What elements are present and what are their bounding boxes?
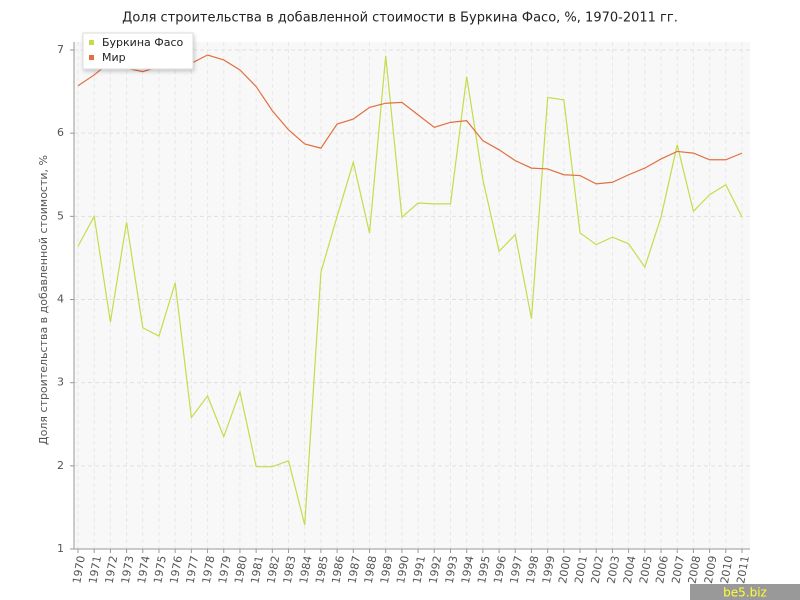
watermark: be5.biz	[723, 586, 767, 600]
x-tick-label: 1990	[394, 555, 412, 585]
x-tick-label: 2009	[702, 555, 720, 585]
x-tick-label: 2006	[653, 555, 671, 585]
x-tick-label: 2004	[621, 555, 639, 585]
x-tick-label: 2001	[572, 555, 590, 585]
x-tick-label: 1974	[135, 555, 153, 585]
x-tick-label: 1983	[281, 555, 299, 585]
y-tick-label: 4	[57, 293, 64, 306]
legend-marker	[89, 40, 94, 45]
plot-background	[74, 42, 750, 549]
x-tick-label: 1988	[362, 555, 380, 585]
x-tick-label: 1999	[540, 555, 558, 585]
legend: Буркина Фасо Мир	[82, 32, 194, 70]
y-axis-label: Доля строительства в добавленной стоимос…	[37, 155, 50, 445]
x-tick-label: 1971	[86, 555, 104, 585]
x-tick-label: 1993	[443, 555, 461, 585]
x-tick-label: 1986	[329, 555, 347, 585]
x-tick-label: 1996	[491, 555, 509, 585]
legend-marker	[89, 55, 94, 60]
x-tick-label: 2000	[556, 555, 574, 585]
x-tick-label: 1987	[346, 555, 364, 585]
x-tick-label: 1994	[459, 555, 477, 585]
x-tick-label: 1977	[184, 555, 202, 585]
x-tick-label: 1980	[232, 555, 250, 585]
x-tick-label: 1982	[265, 555, 283, 585]
x-tick-label: 2008	[686, 555, 704, 585]
x-tick-label: 2007	[669, 555, 687, 585]
x-tick-label: 1992	[427, 555, 445, 585]
watermark-background	[690, 584, 800, 600]
chart-title: Доля строительства в добавленной стоимос…	[122, 11, 678, 26]
x-tick-label: 1970	[70, 555, 88, 585]
x-tick-label: 1984	[297, 555, 315, 585]
y-tick-label: 6	[57, 126, 64, 139]
y-tick-label: 2	[57, 459, 64, 472]
x-tick-label: 2002	[588, 555, 606, 585]
x-tick-label: 1997	[508, 555, 526, 585]
x-tick-label: 1998	[524, 555, 542, 585]
x-tick-label: 1985	[313, 555, 331, 585]
x-tick-label: 1995	[475, 555, 493, 585]
legend-label: Мир	[102, 51, 126, 64]
x-tick-label: 1989	[378, 555, 396, 585]
x-tick-label: 1991	[410, 555, 428, 585]
x-tick-label: 1979	[216, 555, 234, 585]
x-tick-label: 1972	[103, 555, 121, 585]
y-tick-label: 3	[57, 376, 64, 389]
legend-label: Буркина Фасо	[102, 36, 184, 49]
y-tick-label: 7	[57, 43, 64, 56]
x-tick-label: 1975	[151, 555, 169, 585]
x-tick-label: 1976	[167, 555, 185, 585]
legend-box	[82, 32, 194, 70]
x-tick-label: 2011	[734, 555, 752, 585]
x-tick-label: 1981	[248, 555, 266, 585]
y-tick-label: 5	[57, 209, 64, 222]
grid	[70, 42, 750, 553]
x-tick-label: 2010	[718, 555, 736, 585]
x-tick-label: 2005	[637, 555, 655, 585]
x-tick-label: 1978	[200, 555, 218, 585]
series-line	[77, 55, 743, 526]
x-tick-label: 2003	[605, 555, 623, 585]
y-tick-label: 1	[57, 542, 64, 555]
x-tick-label: 1973	[119, 555, 137, 585]
